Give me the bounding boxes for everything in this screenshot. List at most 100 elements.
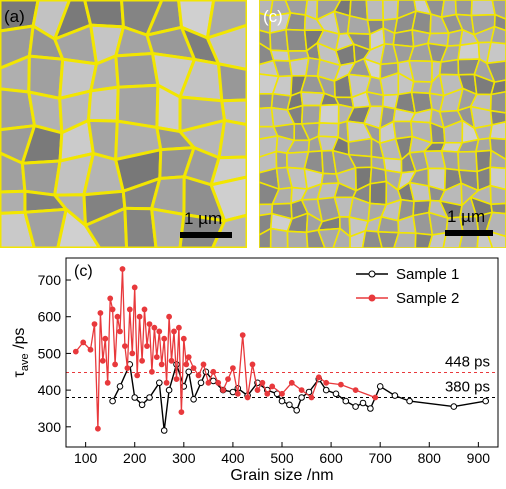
data-point	[264, 390, 271, 397]
x-axis-label: Grain size /nm	[230, 467, 333, 484]
data-point	[185, 368, 192, 376]
data-point	[190, 396, 197, 403]
x-tick-label: 900	[467, 450, 491, 466]
chart-panel-label: (c)	[74, 263, 93, 280]
data-point	[278, 397, 286, 405]
data-point	[151, 324, 158, 331]
data-point	[482, 397, 490, 405]
panel-label: (c)	[263, 7, 283, 26]
data-point	[298, 387, 305, 394]
x-tick-label: 100	[74, 450, 98, 466]
grain	[150, 207, 186, 248]
grain	[23, 207, 68, 248]
grain	[211, 213, 247, 248]
sem-panel-c: 1 µm (c)	[259, 0, 506, 248]
data-point	[168, 357, 175, 364]
data-point	[183, 361, 190, 368]
data-point	[230, 365, 236, 371]
data-point	[126, 306, 133, 313]
grain	[269, 49, 291, 62]
data-point	[323, 379, 330, 386]
data-point	[244, 394, 251, 401]
series-1	[109, 361, 490, 434]
data-point	[359, 399, 367, 407]
data-point	[146, 321, 153, 327]
data-point	[298, 394, 305, 401]
x-tick-label: 500	[270, 450, 294, 466]
y-axis-label: τave /ps	[11, 328, 31, 378]
y-tick-label: 300	[38, 419, 62, 435]
grain	[317, 122, 340, 138]
data-point	[156, 379, 163, 387]
grain	[475, 137, 492, 153]
data-point	[391, 392, 399, 399]
data-point	[322, 386, 330, 394]
grain	[393, 231, 417, 248]
data-point	[161, 335, 168, 342]
grain	[56, 207, 102, 248]
grain	[489, 90, 506, 114]
data-point	[286, 401, 293, 409]
grain	[275, 150, 288, 170]
grain	[86, 85, 120, 123]
data-point	[367, 405, 374, 412]
grain	[269, 227, 289, 248]
grain	[489, 149, 506, 170]
data-point	[165, 386, 173, 394]
scale-bar-label: 1 µm	[447, 207, 485, 226]
grain	[259, 92, 274, 110]
data-point	[352, 387, 359, 394]
x-axis: 100 200 300 400 500 600 700 800 900	[74, 442, 490, 466]
data-point	[205, 379, 212, 386]
data-point	[144, 343, 150, 349]
x-tick-label: 600	[319, 450, 343, 466]
data-point	[450, 403, 458, 410]
grain	[457, 41, 481, 61]
data-point	[97, 310, 104, 316]
data-point	[332, 390, 340, 398]
data-point	[136, 313, 143, 320]
grain	[285, 28, 308, 52]
grain	[217, 118, 247, 160]
y-axis: 300 400 500 600 700	[38, 272, 71, 435]
x-tick-label: 400	[221, 450, 245, 466]
grain	[220, 98, 247, 127]
grain	[408, 59, 433, 83]
data-point	[116, 383, 124, 390]
grain	[489, 109, 506, 126]
data-point	[338, 381, 344, 388]
data-point	[112, 361, 118, 368]
grain	[486, 60, 506, 83]
series-line	[111, 361, 486, 431]
sem-panel-a: 1 µm (a)	[0, 0, 247, 248]
grain	[414, 232, 434, 248]
legend-label: Sample 2	[396, 290, 459, 307]
data-point	[376, 383, 384, 390]
grain	[457, 150, 478, 173]
grain	[349, 229, 367, 248]
y-tick-label: 400	[38, 382, 62, 398]
grain	[489, 120, 506, 141]
grain	[259, 227, 272, 248]
data-point	[288, 379, 295, 386]
data-point	[190, 365, 197, 371]
y-label-subscript: ave	[19, 353, 31, 371]
grain	[408, 181, 432, 203]
panel-label: (a)	[4, 7, 25, 26]
series-line	[75, 268, 376, 429]
data-point	[87, 346, 94, 353]
data-point	[215, 379, 222, 386]
data-point	[178, 409, 185, 416]
grain	[369, 180, 388, 206]
data-point	[139, 357, 146, 364]
data-point	[158, 361, 165, 368]
data-point	[225, 376, 231, 382]
data-point	[210, 368, 217, 375]
data-point	[104, 379, 111, 386]
data-point	[352, 403, 359, 410]
data-point	[372, 394, 379, 401]
data-point	[185, 354, 192, 360]
grain	[123, 206, 158, 248]
data-point	[134, 372, 141, 379]
series-layer	[72, 266, 490, 434]
